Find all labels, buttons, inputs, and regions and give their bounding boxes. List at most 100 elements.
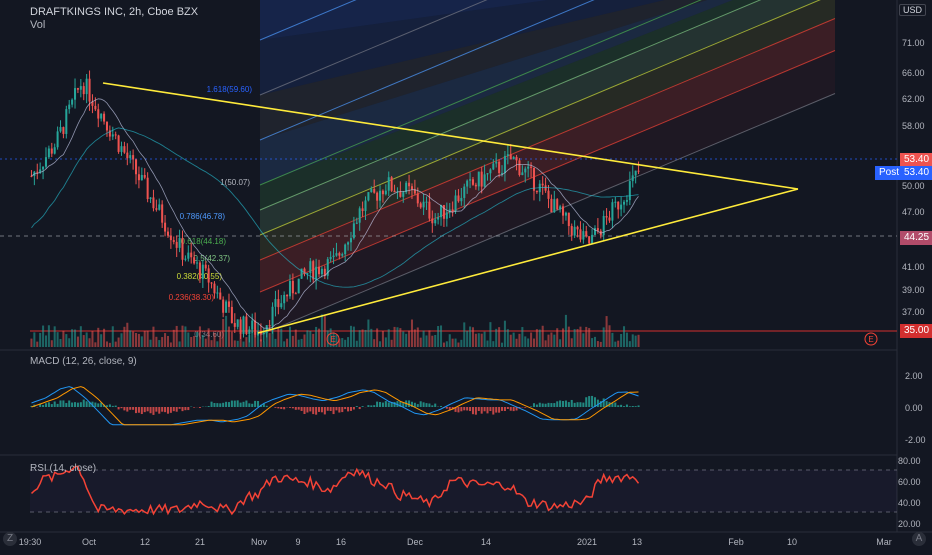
volume-bar bbox=[428, 330, 430, 347]
volume-bar bbox=[219, 332, 221, 347]
volume-bar bbox=[306, 330, 308, 347]
volume-bar bbox=[266, 330, 268, 347]
candle-body bbox=[161, 204, 163, 222]
zoom-icon[interactable]: Z bbox=[3, 532, 17, 546]
macd-histogram-bar bbox=[547, 403, 549, 407]
volume-bar bbox=[147, 331, 149, 347]
candle-body bbox=[527, 167, 529, 169]
volume-bar bbox=[341, 338, 343, 347]
volume-bar bbox=[481, 334, 483, 347]
volume-bar bbox=[245, 337, 247, 347]
macd-histogram-bar bbox=[184, 407, 186, 410]
macd-histogram-bar bbox=[545, 404, 547, 407]
candle-body bbox=[568, 213, 570, 226]
volume-bar bbox=[303, 334, 305, 347]
candle-body bbox=[338, 253, 340, 256]
time-tick-label: Mar bbox=[876, 537, 892, 547]
time-tick-label: 12 bbox=[140, 537, 150, 547]
macd-histogram-bar bbox=[245, 401, 247, 407]
candle-body bbox=[330, 257, 332, 259]
volume-bar bbox=[202, 335, 204, 347]
macd-histogram-bar bbox=[591, 396, 593, 407]
volume-bar bbox=[45, 335, 47, 347]
candle-body bbox=[132, 155, 134, 159]
candle-body bbox=[402, 192, 404, 197]
volume-bar bbox=[62, 331, 64, 347]
candle-body bbox=[608, 218, 610, 221]
candle-body bbox=[362, 208, 364, 211]
volume-bar bbox=[394, 327, 396, 347]
volume-bar bbox=[600, 342, 602, 347]
auto-scale-icon[interactable]: A bbox=[912, 532, 926, 546]
macd-histogram-bar bbox=[219, 403, 221, 407]
macd-histogram-bar bbox=[115, 406, 117, 407]
currency-label[interactable]: USD bbox=[899, 4, 926, 16]
macd-histogram-bar bbox=[553, 403, 555, 407]
candle-body bbox=[181, 238, 183, 260]
volume-bar bbox=[86, 332, 88, 347]
macd-histogram-bar bbox=[42, 405, 44, 407]
volume-bar bbox=[208, 328, 210, 347]
rsi-tick-label: 60.00 bbox=[898, 477, 921, 487]
candle-body bbox=[559, 206, 561, 209]
macd-histogram-bar bbox=[251, 404, 253, 407]
volume-bar bbox=[632, 334, 634, 347]
candle-body bbox=[350, 238, 352, 242]
macd-tick-label: 2.00 bbox=[905, 371, 923, 381]
volume-bar bbox=[559, 339, 561, 347]
candle-body bbox=[118, 135, 120, 151]
macd-histogram-bar bbox=[77, 403, 79, 407]
volume-bar bbox=[516, 339, 518, 347]
volume-bar bbox=[626, 333, 628, 347]
volume-bar bbox=[48, 325, 50, 347]
candle-body bbox=[446, 212, 448, 218]
volume-bar bbox=[635, 336, 637, 347]
candle-body bbox=[248, 329, 250, 334]
candle-body bbox=[620, 205, 622, 210]
volume-bar bbox=[242, 342, 244, 347]
candle-body bbox=[379, 191, 381, 201]
volume-bar bbox=[457, 343, 459, 347]
macd-histogram-bar bbox=[388, 402, 390, 407]
macd-histogram-bar bbox=[129, 407, 131, 410]
volume-bar bbox=[141, 336, 143, 347]
volume-bar bbox=[190, 337, 192, 347]
macd-histogram-bar bbox=[237, 400, 239, 407]
candle-body bbox=[83, 86, 85, 94]
volume-bar bbox=[379, 341, 381, 347]
volume-bar bbox=[254, 332, 256, 347]
candle-body bbox=[292, 281, 294, 293]
macd-histogram-bar bbox=[292, 407, 294, 408]
candle-body bbox=[269, 325, 271, 326]
candle-body bbox=[382, 191, 384, 194]
candle-body bbox=[486, 173, 488, 174]
last-price-badge: 53.40 bbox=[900, 153, 932, 167]
volume-bar bbox=[74, 330, 76, 347]
macd-histogram-bar bbox=[318, 407, 320, 412]
macd-histogram-bar bbox=[306, 407, 308, 413]
volume-bar bbox=[501, 343, 503, 347]
macd-histogram-bar bbox=[312, 407, 314, 414]
volume-bar bbox=[382, 331, 384, 347]
candle-body bbox=[216, 293, 218, 294]
candle-body bbox=[359, 208, 361, 222]
candle-body bbox=[147, 178, 149, 199]
volume-bar bbox=[521, 327, 523, 347]
candle-body bbox=[617, 202, 619, 210]
macd-histogram-bar bbox=[295, 407, 297, 410]
macd-histogram-bar bbox=[579, 402, 581, 407]
candle-body bbox=[283, 295, 285, 303]
time-tick-label: 16 bbox=[336, 537, 346, 547]
volume-bar bbox=[466, 331, 468, 347]
volume-bar bbox=[257, 334, 259, 347]
macd-histogram-bar bbox=[347, 407, 349, 411]
volume-bar bbox=[100, 334, 102, 347]
candle-body bbox=[428, 202, 430, 219]
volume-bar bbox=[405, 334, 407, 347]
fib-level-label: 1.618(59.60) bbox=[207, 85, 253, 94]
volume-bar bbox=[399, 328, 401, 347]
macd-histogram-bar bbox=[234, 401, 236, 407]
macd-histogram-bar bbox=[571, 400, 573, 407]
